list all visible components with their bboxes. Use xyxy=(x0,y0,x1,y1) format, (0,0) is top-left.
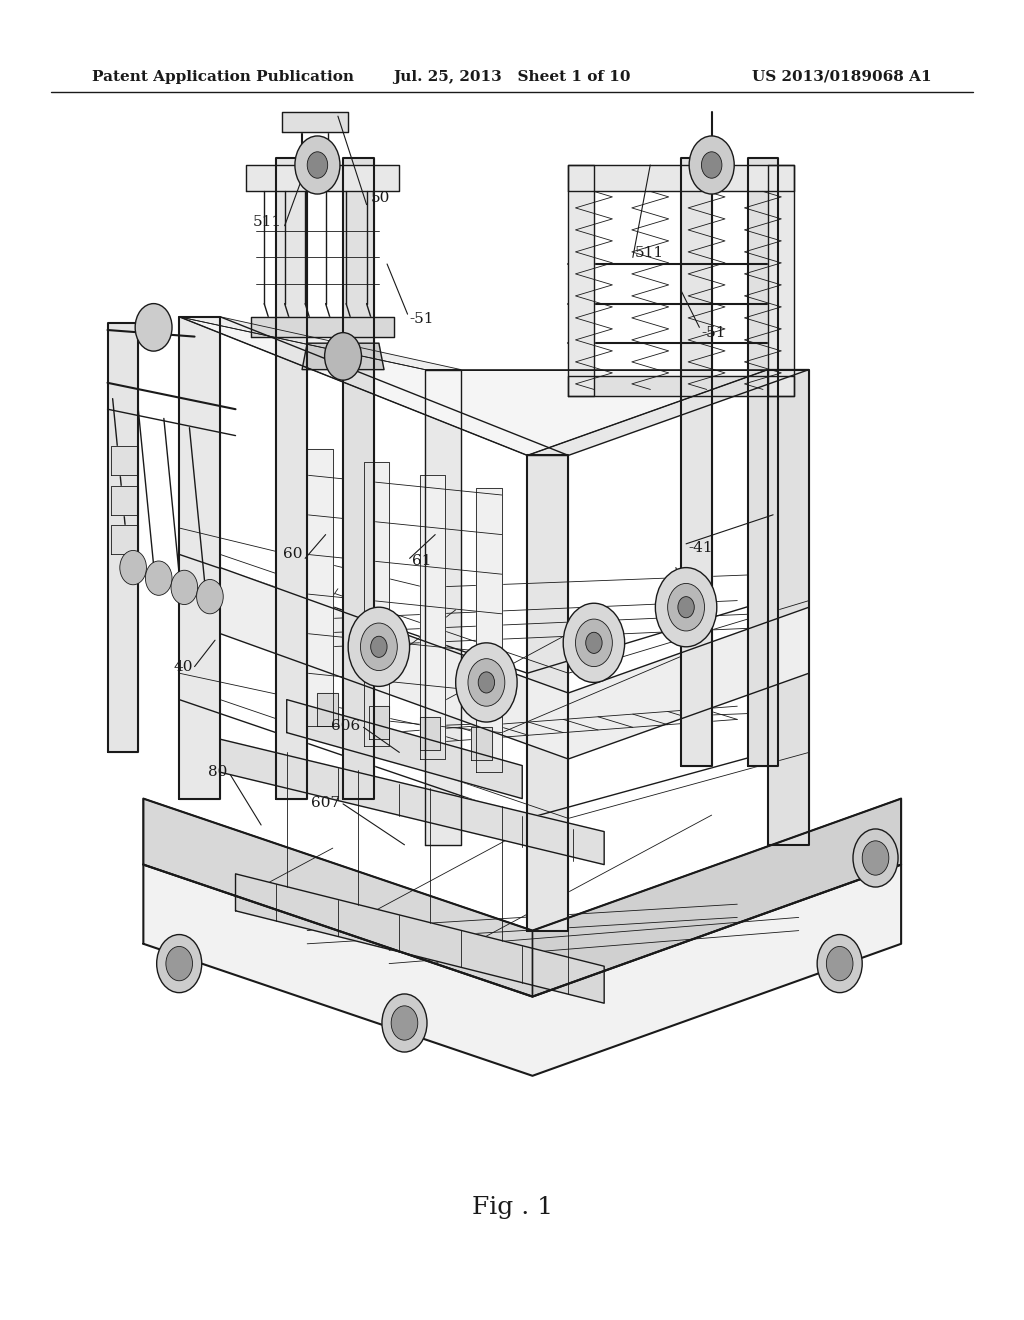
Text: US 2013/0189068 A1: US 2013/0189068 A1 xyxy=(753,70,932,83)
Polygon shape xyxy=(179,317,768,455)
Circle shape xyxy=(325,333,361,380)
Circle shape xyxy=(668,583,705,631)
Text: 511: 511 xyxy=(635,247,664,260)
Polygon shape xyxy=(364,462,389,746)
Circle shape xyxy=(655,568,717,647)
Text: 60: 60 xyxy=(283,548,302,561)
Text: -51: -51 xyxy=(410,313,434,326)
Circle shape xyxy=(197,579,223,614)
Circle shape xyxy=(468,659,505,706)
Text: Patent Application Publication: Patent Application Publication xyxy=(92,70,354,83)
Text: 50: 50 xyxy=(371,191,390,205)
Text: 61: 61 xyxy=(412,554,431,568)
Polygon shape xyxy=(681,158,712,766)
Circle shape xyxy=(689,136,734,194)
Polygon shape xyxy=(343,158,374,799)
Circle shape xyxy=(817,935,862,993)
Polygon shape xyxy=(143,799,901,997)
Circle shape xyxy=(157,935,202,993)
Polygon shape xyxy=(246,165,399,191)
Circle shape xyxy=(853,829,898,887)
Polygon shape xyxy=(768,370,809,845)
Polygon shape xyxy=(220,568,809,759)
Polygon shape xyxy=(111,486,138,515)
Polygon shape xyxy=(111,446,138,475)
Polygon shape xyxy=(568,165,594,396)
Polygon shape xyxy=(143,799,532,997)
Text: Jul. 25, 2013   Sheet 1 of 10: Jul. 25, 2013 Sheet 1 of 10 xyxy=(393,70,631,83)
Polygon shape xyxy=(251,317,394,337)
Circle shape xyxy=(586,632,602,653)
Polygon shape xyxy=(111,525,138,554)
Polygon shape xyxy=(143,865,901,1076)
Polygon shape xyxy=(369,706,389,739)
Text: 80: 80 xyxy=(208,766,227,779)
Circle shape xyxy=(391,1006,418,1040)
Circle shape xyxy=(563,603,625,682)
Circle shape xyxy=(371,636,387,657)
Polygon shape xyxy=(420,475,445,759)
Polygon shape xyxy=(476,488,502,772)
Polygon shape xyxy=(179,317,461,370)
Text: 40: 40 xyxy=(173,660,193,673)
Text: 511: 511 xyxy=(253,215,282,228)
Polygon shape xyxy=(302,343,384,370)
Circle shape xyxy=(862,841,889,875)
Polygon shape xyxy=(768,165,794,396)
Polygon shape xyxy=(532,799,901,997)
Polygon shape xyxy=(748,158,778,766)
Text: Fig . 1: Fig . 1 xyxy=(471,1196,553,1220)
Polygon shape xyxy=(527,370,809,455)
Polygon shape xyxy=(276,158,307,799)
Polygon shape xyxy=(568,165,794,191)
Circle shape xyxy=(360,623,397,671)
Text: -41: -41 xyxy=(688,541,713,554)
Polygon shape xyxy=(317,693,338,726)
Polygon shape xyxy=(179,317,568,455)
Polygon shape xyxy=(568,376,794,396)
Circle shape xyxy=(678,597,694,618)
Circle shape xyxy=(348,607,410,686)
Polygon shape xyxy=(282,112,348,132)
Circle shape xyxy=(575,619,612,667)
Polygon shape xyxy=(471,727,492,760)
Text: 607: 607 xyxy=(311,796,340,809)
Circle shape xyxy=(166,946,193,981)
Polygon shape xyxy=(179,317,220,799)
Polygon shape xyxy=(420,717,440,750)
Polygon shape xyxy=(236,874,604,1003)
Polygon shape xyxy=(527,455,568,931)
Circle shape xyxy=(295,136,340,194)
Circle shape xyxy=(120,550,146,585)
Circle shape xyxy=(171,570,198,605)
Polygon shape xyxy=(425,370,461,845)
Polygon shape xyxy=(307,449,333,726)
Circle shape xyxy=(145,561,172,595)
Circle shape xyxy=(701,152,722,178)
Circle shape xyxy=(382,994,427,1052)
Text: -51: -51 xyxy=(701,326,726,339)
Polygon shape xyxy=(108,323,138,752)
Polygon shape xyxy=(287,700,522,799)
Circle shape xyxy=(826,946,853,981)
Circle shape xyxy=(135,304,172,351)
Circle shape xyxy=(456,643,517,722)
Polygon shape xyxy=(220,739,604,865)
Circle shape xyxy=(307,152,328,178)
Circle shape xyxy=(478,672,495,693)
Text: 606: 606 xyxy=(331,719,360,733)
Text: 70: 70 xyxy=(691,601,711,614)
